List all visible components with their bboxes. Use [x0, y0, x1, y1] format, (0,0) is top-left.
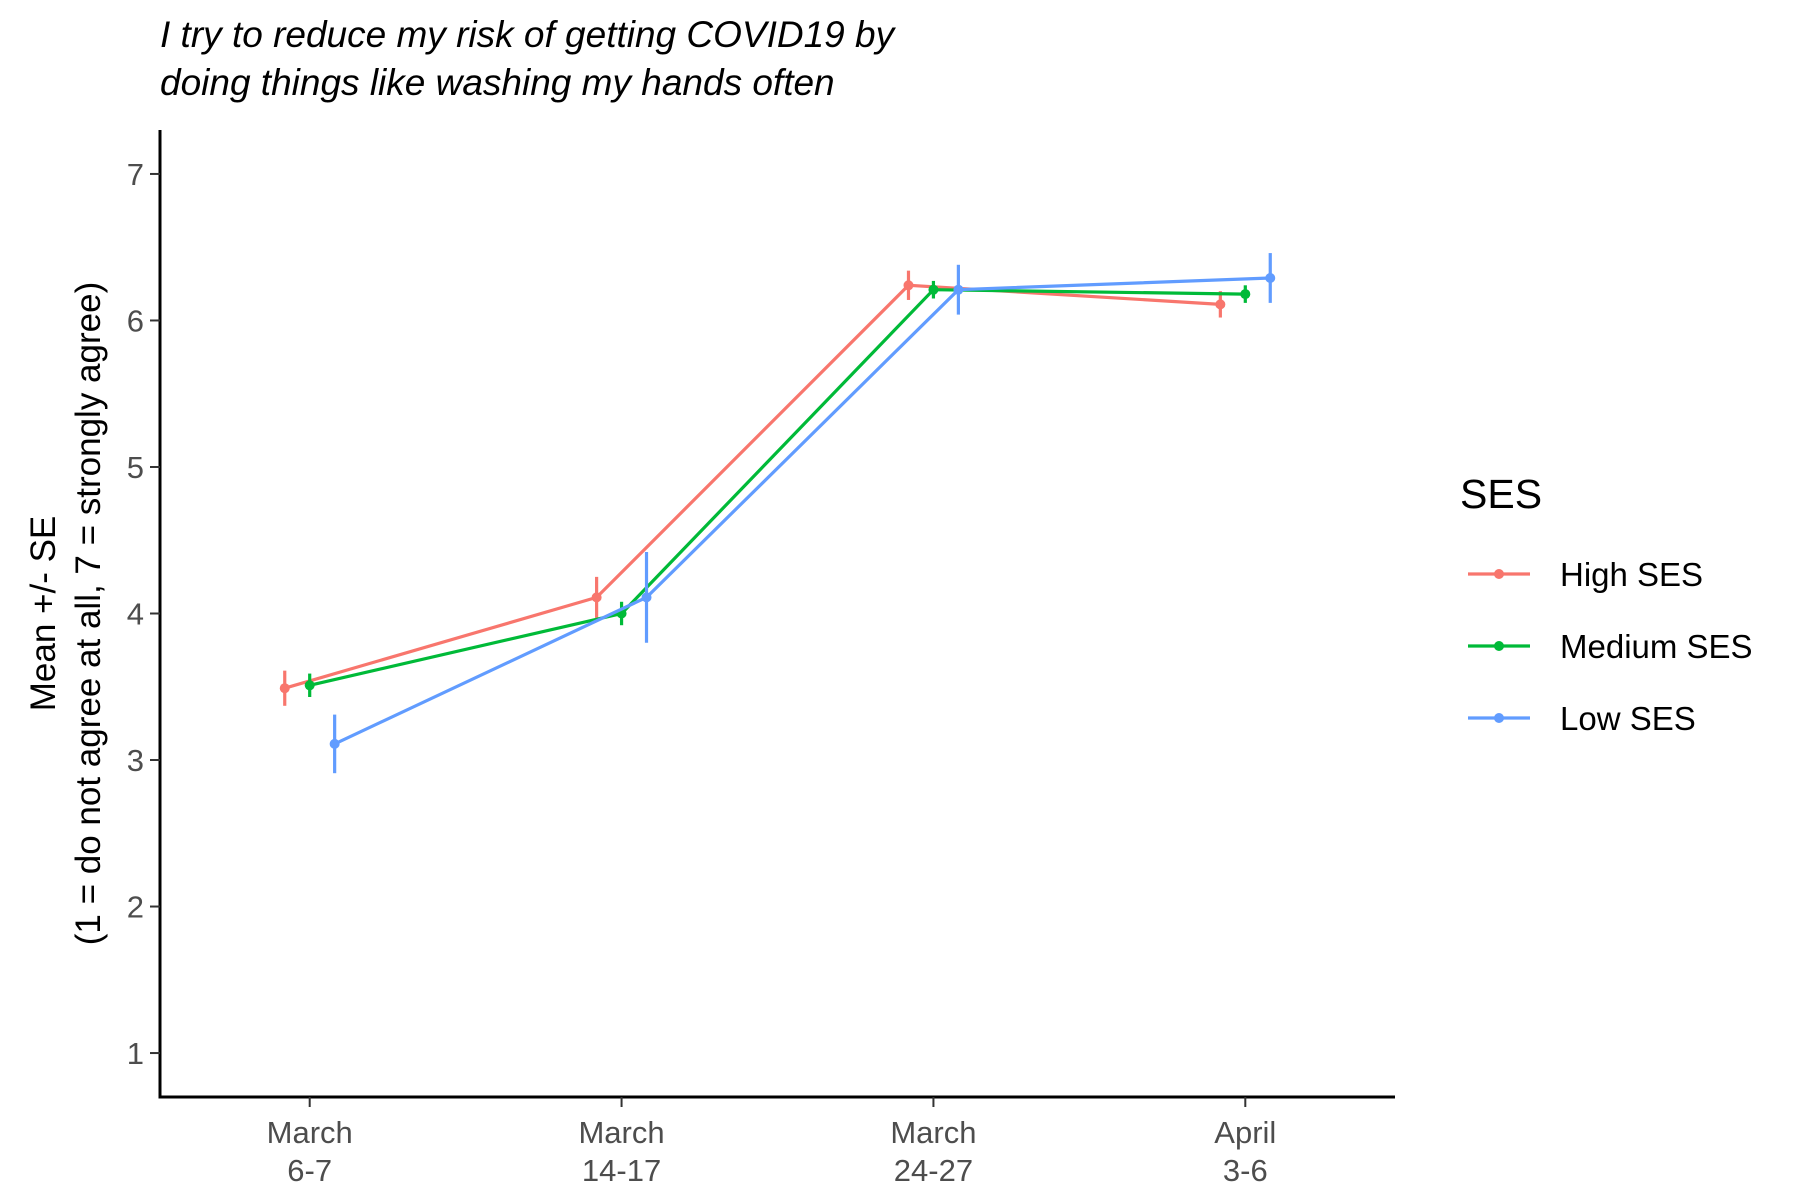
data-point — [1215, 299, 1226, 310]
legend-key-point — [1494, 569, 1504, 579]
series-line — [333, 276, 1271, 746]
series-medium-ses — [304, 280, 1251, 698]
y-axis-title: Mean +/- SE (1 = do not agree at all, 7 =… — [24, 282, 108, 945]
legend-label: High SES — [1560, 556, 1703, 593]
series-line — [284, 283, 1221, 690]
legend: SES High SES Medium SES Low SES — [1460, 471, 1753, 737]
data-point — [928, 284, 939, 295]
y-tick-label: 7 — [127, 157, 144, 192]
chart-title-line-1: I try to reduce my risk of getting COVID… — [160, 14, 895, 55]
data-point — [1240, 289, 1251, 300]
data-point — [953, 284, 964, 295]
legend-item-high-ses: High SES — [1468, 556, 1703, 593]
x-tick-label: March 6-7 — [267, 1115, 353, 1188]
y-tick-label: 3 — [127, 743, 144, 778]
series-high-ses — [279, 270, 1226, 706]
y-tick-label: 4 — [127, 597, 144, 632]
legend-label: Low SES — [1560, 700, 1696, 737]
y-tick-label: 6 — [127, 303, 144, 338]
x-tick-label: March 24-27 — [890, 1115, 976, 1188]
series-layer — [279, 253, 1276, 774]
data-point — [279, 683, 290, 694]
x-tick-label: March 14-17 — [578, 1115, 664, 1188]
x-tick-label: April 3-6 — [1214, 1115, 1276, 1188]
data-point — [641, 592, 652, 603]
data-point — [304, 680, 315, 691]
data-point — [903, 280, 914, 291]
data-point — [591, 592, 602, 603]
y-tick-label: 5 — [127, 450, 144, 485]
legend-key-point — [1494, 641, 1504, 651]
axes: 1 2 3 4 5 6 7 March 6-7 March 14-17 March 24-27 April… — [24, 130, 1395, 1188]
legend-item-medium-ses: Medium SES — [1468, 628, 1753, 665]
y-tick-label: 2 — [127, 890, 144, 925]
data-point — [1265, 272, 1276, 283]
legend-label: Medium SES — [1560, 628, 1753, 665]
legend-title: SES — [1460, 471, 1542, 517]
legend-item-low-ses: Low SES — [1468, 700, 1696, 737]
data-point — [329, 738, 340, 749]
y-tick-label: 1 — [127, 1036, 144, 1071]
chart-title-line-2: doing things like washing my hands often — [160, 62, 835, 103]
series-line — [309, 288, 1246, 687]
series-low-ses — [329, 253, 1276, 774]
legend-key-point — [1494, 713, 1504, 723]
